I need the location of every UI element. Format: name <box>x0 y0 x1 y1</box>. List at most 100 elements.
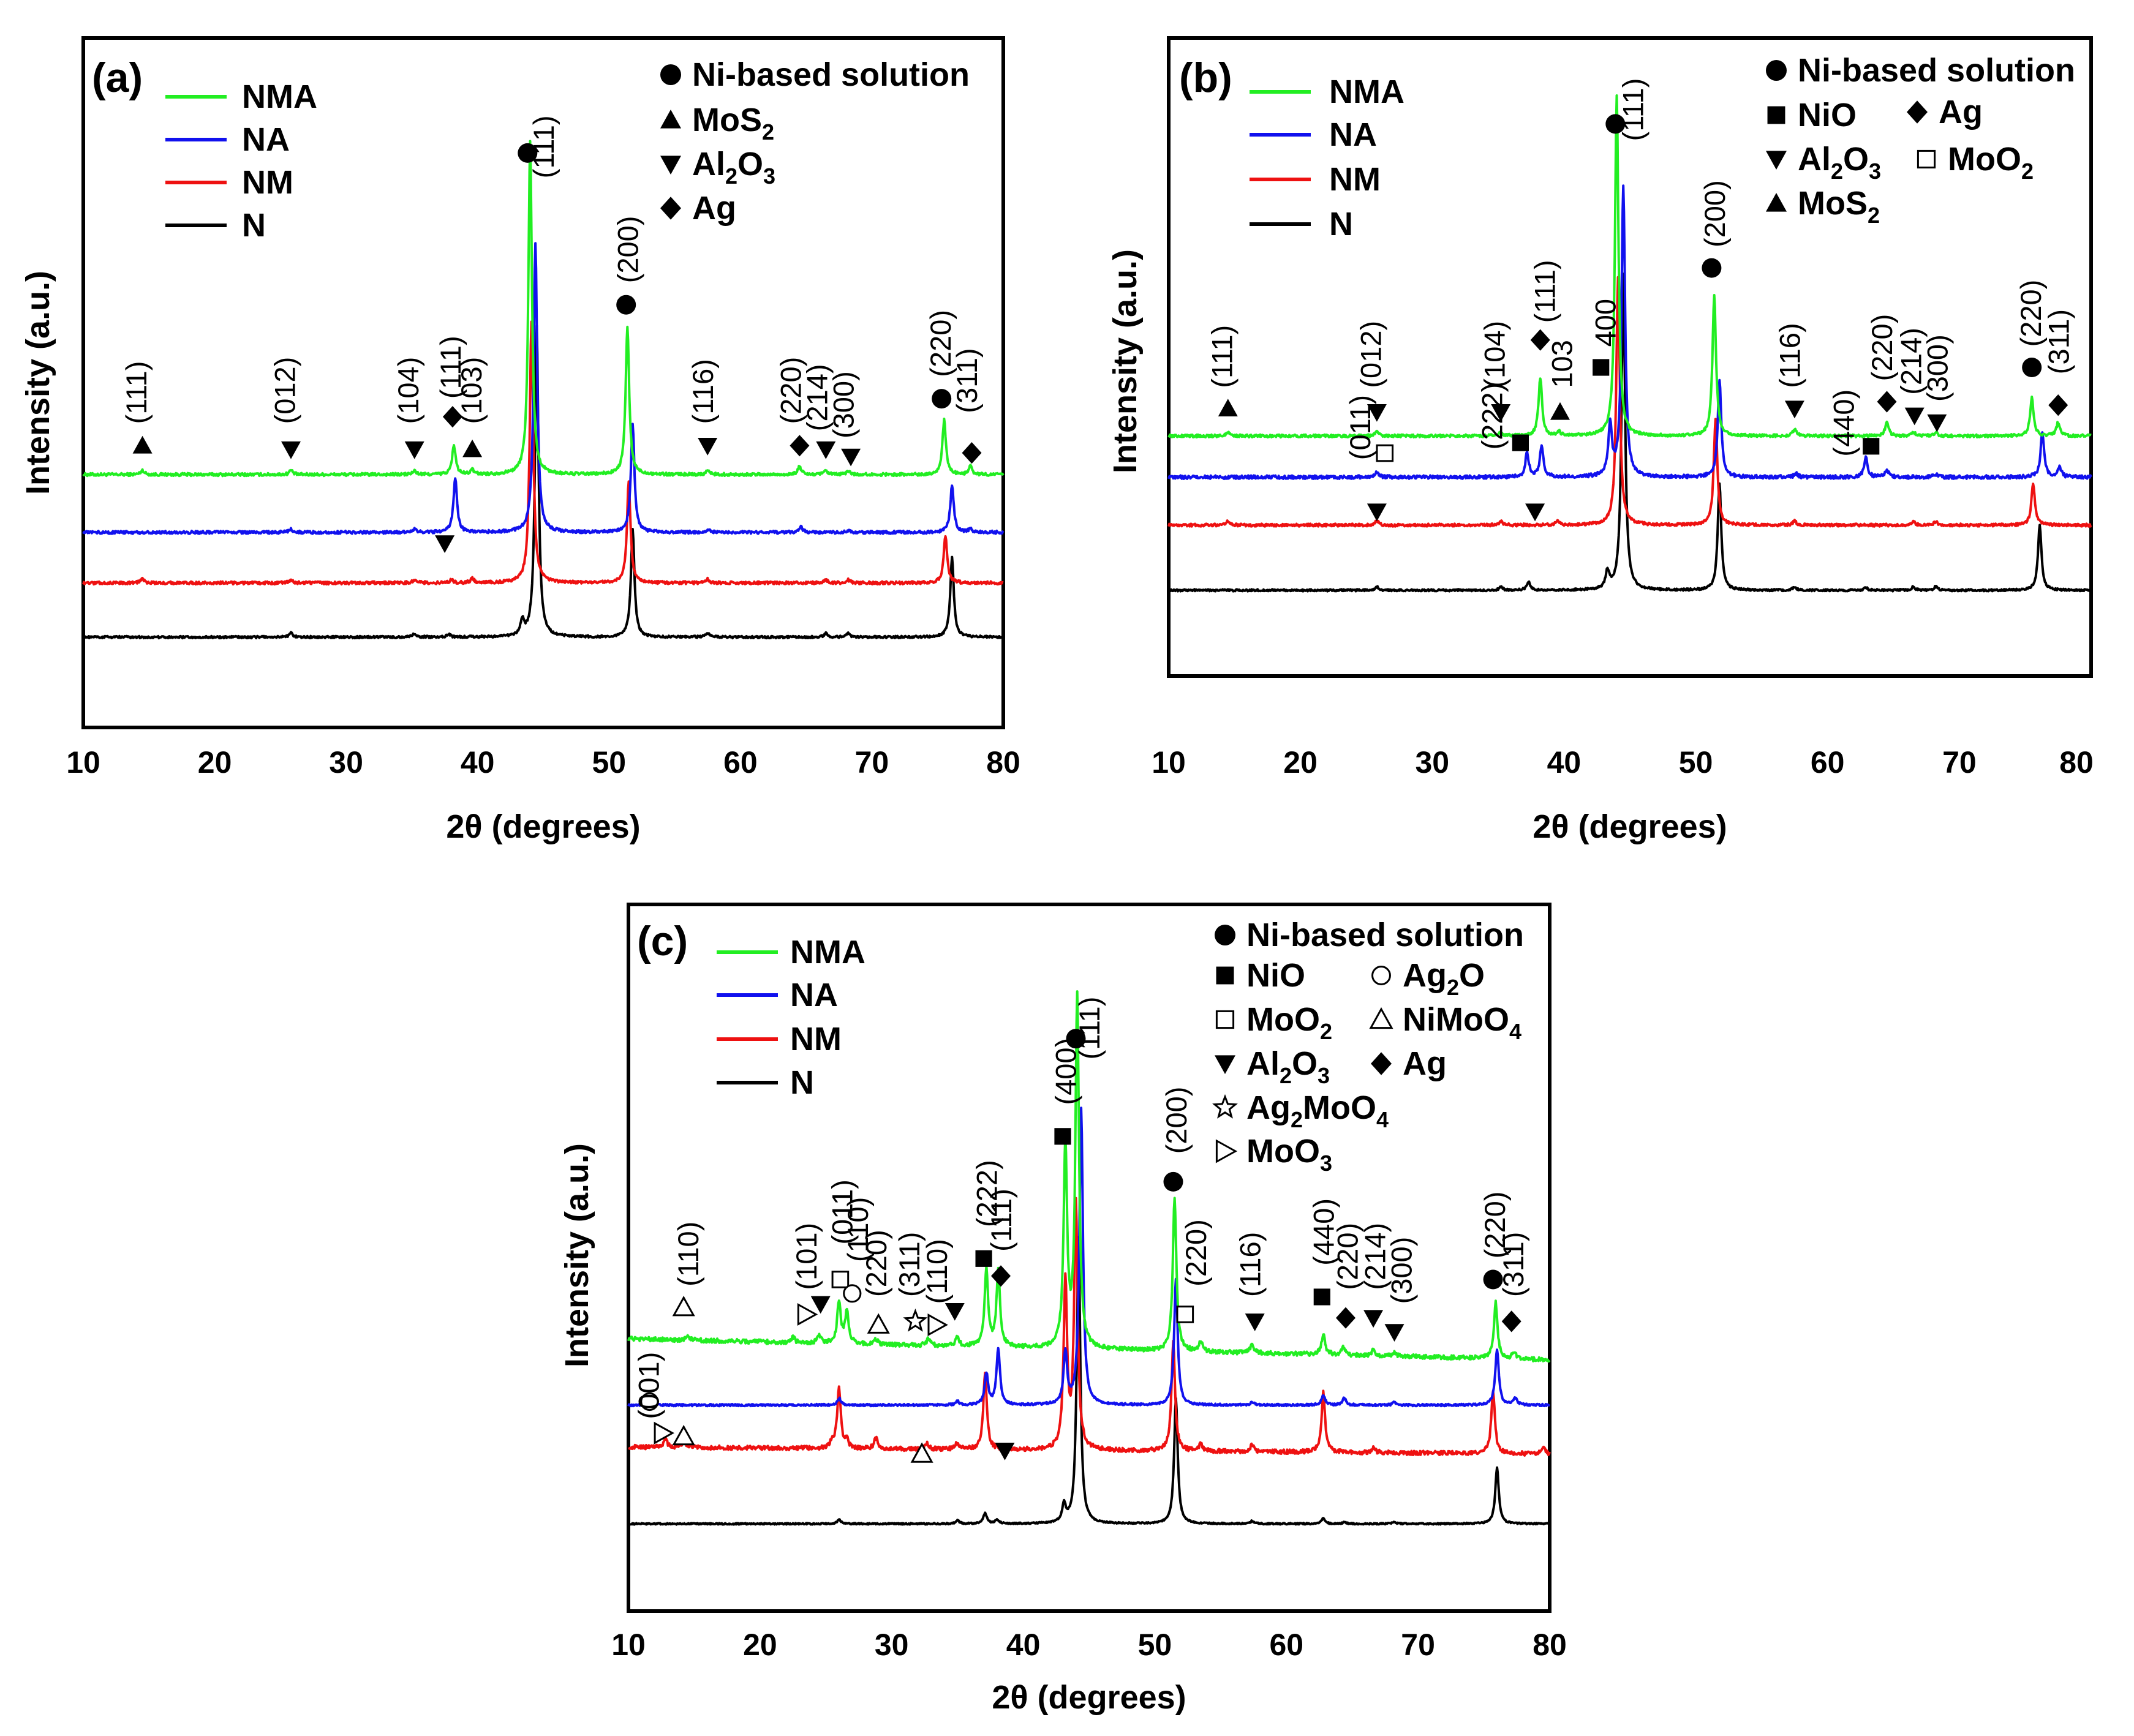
peak-index-label: (111) <box>985 1189 1017 1252</box>
phase-marker <box>1483 1269 1503 1290</box>
panel-b-xtick: 80 <box>2059 745 2094 780</box>
text-part: O <box>1459 957 1485 994</box>
peak-index-label: (111) <box>120 361 153 424</box>
subscript: 3 <box>763 163 775 189</box>
subscript: 4 <box>1376 1107 1389 1132</box>
phase-marker <box>975 1250 992 1267</box>
peak-index-label: (311) <box>893 1232 926 1297</box>
panel-c-label: (c) <box>637 918 688 964</box>
triangle-up-icon <box>462 439 483 457</box>
phase-symbol-moo2 <box>1917 149 1936 169</box>
star-icon <box>903 1308 928 1332</box>
series-line-nm <box>1167 276 2092 528</box>
peak-index-label: (214) <box>801 364 834 431</box>
peak-index-label: (116) <box>687 359 719 424</box>
phase-marker <box>1904 407 1925 426</box>
panel-c-xtick: 70 <box>1401 1628 1435 1662</box>
text-part: O <box>1292 1045 1318 1082</box>
phase-marker <box>962 442 982 464</box>
panel-a-ylabel-group: Intensity (a.u.) <box>20 271 56 495</box>
text-part: NiMoO <box>1403 1001 1509 1038</box>
circle-icon <box>1605 114 1626 134</box>
panel-a-phase-legend: Ni-based solution MoS2 Al2O3 Ag <box>660 56 970 227</box>
phase-marker <box>1877 391 1897 413</box>
phase-marker <box>2048 394 2068 416</box>
diamond-icon <box>991 1265 1011 1287</box>
text-part: Al <box>692 146 725 182</box>
peak-index-label: (222) <box>971 1160 1003 1227</box>
phase-marker <box>616 295 636 315</box>
peak-index-label: (214) <box>1359 1223 1391 1290</box>
panel-c-series-legend: NMA NA NM N <box>717 934 865 1101</box>
phase-marker <box>518 143 538 163</box>
panel-a-xtick: 30 <box>329 745 363 780</box>
phase-label-ni-solution: Ni-based solution <box>1246 917 1524 953</box>
phase-marker <box>1054 1128 1071 1145</box>
peak-index-label: (220) <box>1479 1192 1511 1259</box>
phase-label-ag2moo4: Ag2MoO4 <box>1246 1089 1389 1132</box>
text-part: O <box>1843 141 1869 178</box>
legend-label-na: NA <box>242 121 290 158</box>
phase-label-mos2: MoS2 <box>692 102 774 145</box>
panel-b-xtick: 10 <box>1152 745 1186 780</box>
square-icon <box>1054 1128 1071 1145</box>
phase-marker <box>1491 404 1511 422</box>
panel-b-ylabel: Intensity (a.u.) <box>1107 249 1144 473</box>
phase-marker <box>442 406 462 428</box>
triangle-down-icon <box>1245 1313 1265 1331</box>
phase-label-nio: NiO <box>1798 97 1857 133</box>
phase-marker <box>843 1284 862 1303</box>
diamond-icon <box>962 442 982 464</box>
circle-icon <box>660 64 681 85</box>
phase-marker <box>1784 400 1804 419</box>
panel-a-xtick: 10 <box>66 745 100 780</box>
circle-icon <box>1766 60 1787 81</box>
panel-b-peak-labels: (111) (012) (104) (111) 103 400 (111) (200) (116… <box>1205 78 2075 460</box>
phase-marker <box>810 1296 831 1314</box>
peak-index-label: (220) <box>1180 1219 1212 1287</box>
phase-label-nio: NiO <box>1246 957 1305 994</box>
phase-marker <box>698 438 718 456</box>
peak-index-label: (011) <box>826 1179 858 1244</box>
triangle-down-icon <box>816 441 836 459</box>
phase-symbol-ag <box>660 197 681 220</box>
subscript: 2 <box>762 119 774 145</box>
text-part: MoS <box>692 102 762 138</box>
panel-c-xtick: 40 <box>1006 1628 1041 1662</box>
panel-a-xtick: 50 <box>592 745 626 780</box>
phase-marker <box>132 435 153 454</box>
panel-c-xtick: 30 <box>875 1628 909 1662</box>
circle-icon <box>1066 1029 1086 1049</box>
subscript: 4 <box>1509 1019 1521 1044</box>
peak-index-label: (200) <box>1160 1087 1193 1154</box>
phase-marker <box>654 1421 674 1445</box>
square-icon <box>1593 359 1610 376</box>
circle-icon <box>2022 358 2042 377</box>
subscript: 2 <box>1447 975 1459 1000</box>
phase-symbol-moo3 <box>1215 1139 1238 1163</box>
panel-b-xtick: 20 <box>1283 745 1318 780</box>
panel-b: (b) Intensity (a.u.) 2θ (degrees) 10 20 … <box>1107 36 2094 845</box>
peak-index-label: (116) <box>1774 323 1806 388</box>
peak-index-label: 400 <box>1589 299 1621 347</box>
circle-icon <box>1163 1171 1183 1192</box>
open-triangle-up-icon <box>910 1442 933 1463</box>
panel-a-xtick: 70 <box>855 745 889 780</box>
phase-marker <box>867 1313 890 1334</box>
diamond-icon <box>1371 1052 1392 1075</box>
phase-symbol-al2o3 <box>1215 1055 1235 1074</box>
open-triangle-up-icon <box>672 1424 695 1446</box>
circle-icon <box>518 143 538 163</box>
legend-label-n: N <box>790 1064 814 1101</box>
circle-icon <box>1215 925 1235 945</box>
panel-c-xtick: 10 <box>611 1628 646 1662</box>
panel-a-ylabel: Intensity (a.u.) <box>20 271 56 495</box>
phase-marker <box>1384 1324 1404 1342</box>
peak-index-label: (012) <box>1354 321 1387 388</box>
triangle-down-icon <box>1904 407 1925 426</box>
panel-a-curves <box>82 140 1005 640</box>
phase-symbol-ni-solution <box>660 64 681 85</box>
diamond-icon <box>2048 394 2068 416</box>
